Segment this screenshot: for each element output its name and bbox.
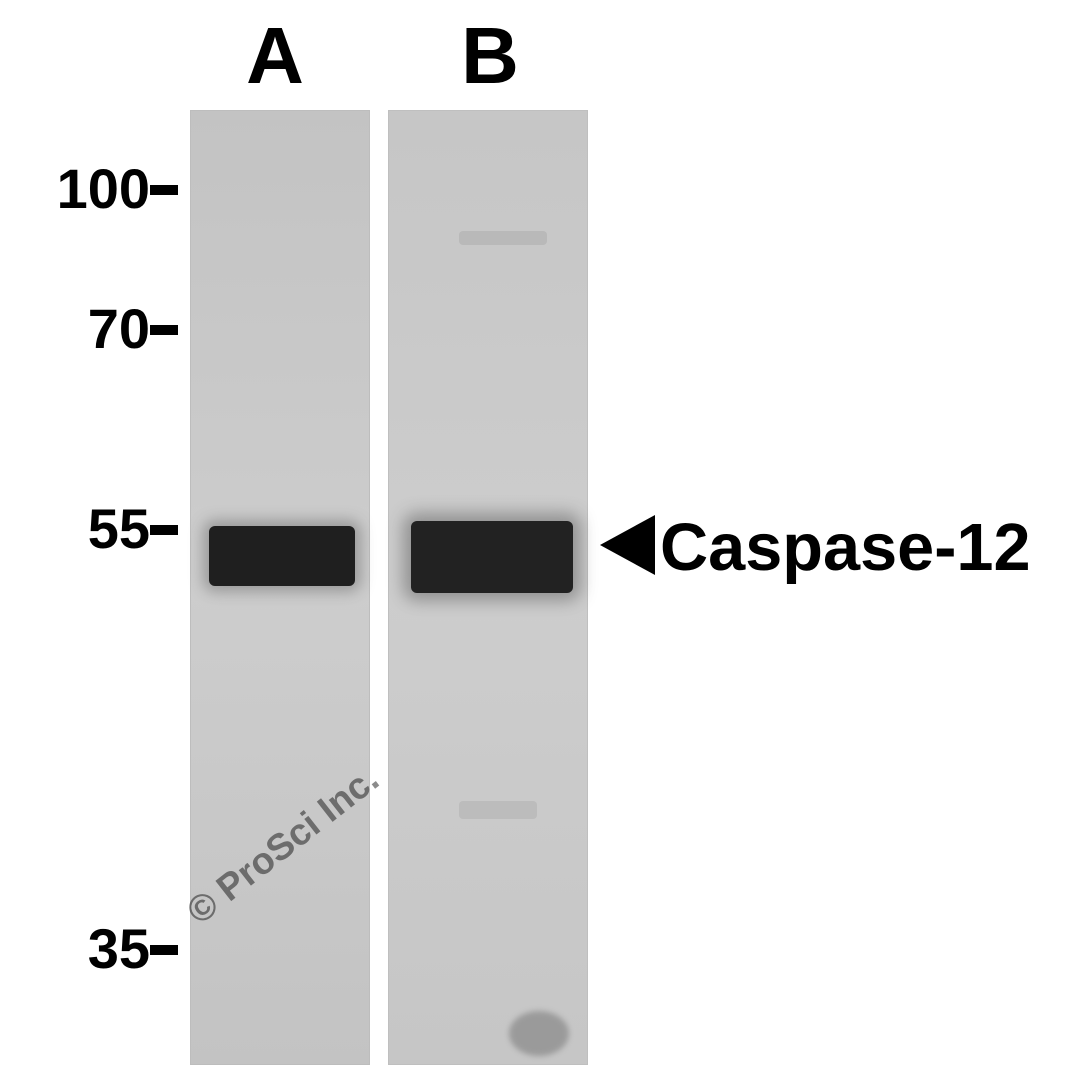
band-b-main: [411, 521, 573, 593]
lane-header-a: A: [235, 10, 315, 102]
mw-tick-35: [150, 945, 178, 955]
mw-marker-35: 35: [10, 916, 150, 981]
protein-label: Caspase-12: [660, 510, 1031, 586]
band-a-main: [209, 526, 355, 586]
mw-tick-55: [150, 525, 178, 535]
lane-header-b: B: [450, 10, 530, 102]
mw-marker-70: 70: [10, 296, 150, 361]
blot-lane-b: [388, 110, 588, 1065]
mw-tick-70: [150, 325, 178, 335]
smudge-b: [509, 1011, 569, 1056]
mw-marker-100: 100: [10, 156, 150, 221]
mw-tick-100: [150, 185, 178, 195]
annotation-arrow-icon: [600, 515, 655, 575]
faint-band-b-0: [459, 231, 547, 245]
faint-band-b-1: [459, 801, 537, 819]
mw-marker-55: 55: [10, 496, 150, 561]
